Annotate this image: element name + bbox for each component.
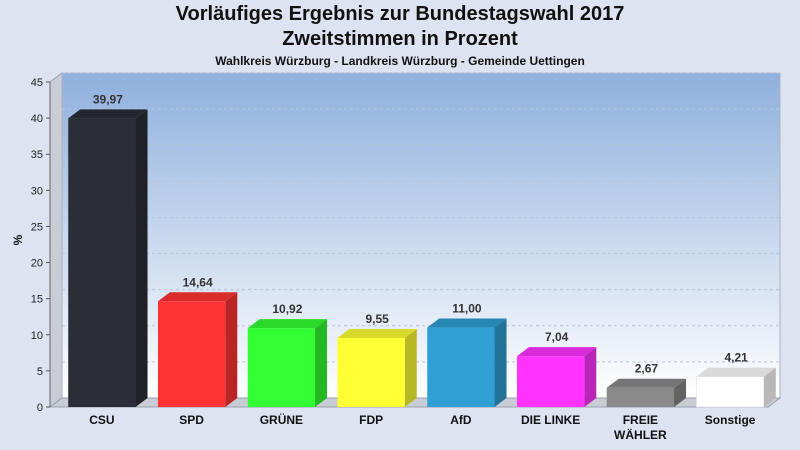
bar-value-label: 14,64 — [183, 275, 213, 289]
x-tick-label: CSU — [89, 413, 114, 427]
bar-side — [135, 109, 148, 408]
left-wall — [49, 72, 63, 408]
y-tick-label: 5 — [37, 366, 43, 378]
x-tick-label: Sonstige — [705, 413, 756, 427]
bar-side — [494, 318, 507, 407]
bar-top — [427, 318, 507, 328]
bar-top — [157, 292, 238, 302]
bar-value-label: 39,97 — [93, 92, 123, 106]
y-tick-label: 10 — [31, 330, 43, 342]
bar-top — [68, 109, 148, 119]
bar-side — [225, 292, 238, 407]
y-tick-label: 35 — [31, 149, 43, 161]
y-tick-label: 45 — [31, 77, 43, 89]
bar-top — [696, 367, 776, 377]
bar — [516, 356, 585, 407]
bar-top — [247, 319, 328, 329]
bar — [606, 387, 675, 407]
y-tick-label: 20 — [31, 258, 43, 270]
y-tick-label: 0 — [37, 402, 43, 414]
bar — [696, 376, 765, 408]
bar-value-label: 2,67 — [635, 362, 659, 376]
x-tick-label: FDP — [359, 413, 383, 427]
x-tick-label: GRÜNE — [260, 412, 303, 427]
bar-side — [404, 329, 417, 407]
chart-region-subtitle: Wahlkreis Würzburg - Landkreis Würzburg … — [215, 54, 585, 68]
chart-title: Vorläufiges Ergebnis zur Bundestagswahl … — [175, 3, 625, 25]
bar-value-label: 4,21 — [724, 351, 748, 365]
bar-side — [674, 378, 687, 407]
bar-top — [516, 347, 597, 357]
x-tick-label: FREIE WÄHLER — [614, 413, 667, 442]
bar-top — [337, 329, 417, 339]
chart-subtitle: Zweitstimmen in Prozent — [282, 28, 518, 50]
bar — [68, 118, 136, 408]
x-tick-label: AfD — [450, 413, 472, 427]
x-tick-label: DIE LINKE — [521, 413, 580, 427]
bar-side — [315, 319, 328, 407]
bar-value-label: 10,92 — [272, 302, 302, 316]
y-tick-label: 30 — [31, 185, 43, 197]
bar — [337, 338, 405, 407]
bar — [157, 301, 226, 407]
bar-top — [606, 378, 687, 388]
y-tick-label: 40 — [31, 113, 43, 125]
y-tick-label: 15 — [31, 294, 43, 306]
bar-value-label: 9,55 — [365, 312, 389, 326]
bar-value-label: 11,00 — [452, 302, 482, 316]
bar-value-label: 7,04 — [545, 330, 569, 344]
x-tick-label: SPD — [179, 413, 204, 427]
y-tick-label: 25 — [31, 221, 43, 233]
y-axis-label: % — [11, 234, 25, 245]
bar-side — [584, 347, 597, 407]
bar — [427, 327, 495, 407]
bar — [247, 328, 316, 407]
bar-side — [763, 367, 776, 407]
